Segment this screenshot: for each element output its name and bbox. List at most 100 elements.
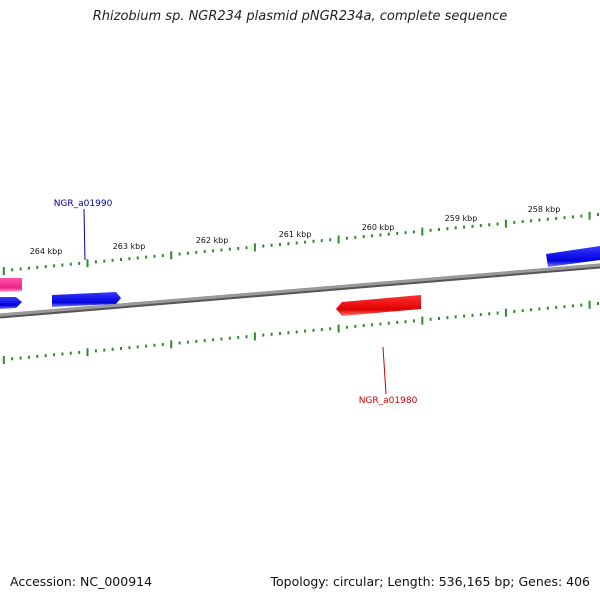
major-tick [170, 340, 173, 349]
minor-tick [11, 357, 14, 361]
minor-tick [438, 317, 440, 320]
minor-tick [69, 351, 72, 355]
minor-tick [94, 349, 97, 353]
minor-tick [496, 311, 499, 315]
map-title: Rhizobium sp. NGR234 plasmid pNGR234a, c… [92, 9, 508, 24]
minor-tick [145, 255, 148, 259]
minor-tick [404, 231, 407, 235]
minor-tick [546, 306, 549, 310]
gene-blue-partial-right[interactable] [546, 246, 600, 267]
minor-tick [53, 353, 56, 357]
minor-tick [454, 315, 457, 319]
minor-tick [463, 314, 466, 318]
gene-label-ngr-a01990[interactable]: NGR_a01990 [54, 199, 113, 209]
minor-tick [371, 323, 374, 327]
minor-tick [538, 307, 541, 311]
minor-tick [262, 244, 265, 248]
minor-tick [438, 228, 440, 231]
minor-tick [145, 344, 148, 348]
major-tick [337, 235, 340, 244]
minor-tick [580, 214, 583, 218]
major-tick [421, 316, 424, 325]
minor-tick [94, 260, 97, 264]
minor-tick [488, 223, 491, 227]
minor-tick [19, 267, 22, 271]
minor-tick [362, 235, 365, 239]
minor-tick [345, 236, 348, 240]
major-tick [588, 211, 591, 220]
minor-tick [295, 241, 298, 245]
accession-text: Accession: NC_000914 [10, 574, 153, 589]
major-tick [504, 308, 507, 317]
minor-tick [220, 248, 223, 252]
minor-tick [44, 265, 47, 269]
minor-tick [571, 304, 574, 308]
minor-tick [220, 337, 223, 341]
gene-pink-partial[interactable] [0, 278, 22, 292]
major-tick [2, 356, 5, 365]
inner-tick-track [2, 300, 599, 365]
gene-label-ngr-a01980[interactable]: NGR_a01980 [359, 396, 418, 406]
minor-tick [479, 224, 482, 228]
minor-tick [454, 226, 457, 230]
minor-tick [228, 247, 231, 251]
tick-label: 262 kbp [196, 236, 229, 245]
gene-ngr-a01990[interactable] [52, 292, 121, 307]
minor-tick [597, 302, 599, 305]
outer-tick-track [2, 211, 599, 276]
minor-tick [287, 331, 290, 335]
minor-tick [44, 354, 47, 358]
minor-tick [27, 355, 30, 359]
minor-tick [563, 216, 566, 220]
minor-tick [563, 305, 566, 309]
minor-tick [530, 219, 533, 223]
minor-tick [555, 305, 558, 309]
minor-tick [120, 347, 122, 350]
minor-tick [555, 216, 558, 220]
minor-tick [463, 225, 466, 229]
minor-tick [295, 330, 298, 334]
minor-tick [446, 227, 449, 231]
minor-tick [279, 243, 281, 246]
minor-tick [538, 218, 541, 222]
label-leader-ngr-a01980 [382, 346, 387, 395]
minor-tick [546, 217, 549, 221]
minor-tick [136, 256, 139, 260]
tick-label: 260 kbp [362, 223, 395, 232]
major-tick [337, 324, 340, 333]
summary-text: Topology: circular; Length: 536,165 bp; … [270, 574, 591, 589]
minor-tick [320, 328, 323, 332]
gene-ngr-a01980[interactable] [336, 295, 421, 316]
minor-tick [429, 317, 432, 321]
minor-tick [111, 347, 114, 351]
minor-tick [11, 268, 14, 272]
minor-tick [354, 235, 357, 239]
minor-tick [262, 333, 265, 337]
minor-tick [379, 322, 382, 326]
minor-tick [103, 348, 106, 352]
minor-tick [161, 343, 164, 347]
minor-tick [371, 234, 374, 238]
minor-tick [304, 240, 307, 244]
minor-tick [178, 341, 181, 345]
major-tick [421, 227, 424, 236]
major-tick [170, 251, 173, 260]
major-tick [86, 259, 89, 268]
minor-tick [153, 254, 156, 258]
minor-tick [513, 220, 516, 224]
minor-tick [387, 321, 390, 325]
minor-tick [237, 335, 240, 339]
minor-tick [186, 251, 189, 255]
minor-tick [78, 350, 81, 354]
label-leader-ngr-a01990 [83, 208, 86, 261]
minor-tick [396, 320, 399, 324]
minor-tick [36, 354, 39, 358]
minor-tick [479, 313, 482, 317]
minor-tick [270, 243, 273, 247]
gene-blue-partial-left[interactable] [0, 297, 22, 309]
minor-tick [304, 329, 307, 333]
minor-tick [128, 346, 131, 350]
tick-label: 263 kbp [113, 242, 146, 251]
minor-tick [429, 228, 432, 232]
minor-tick [203, 250, 206, 254]
